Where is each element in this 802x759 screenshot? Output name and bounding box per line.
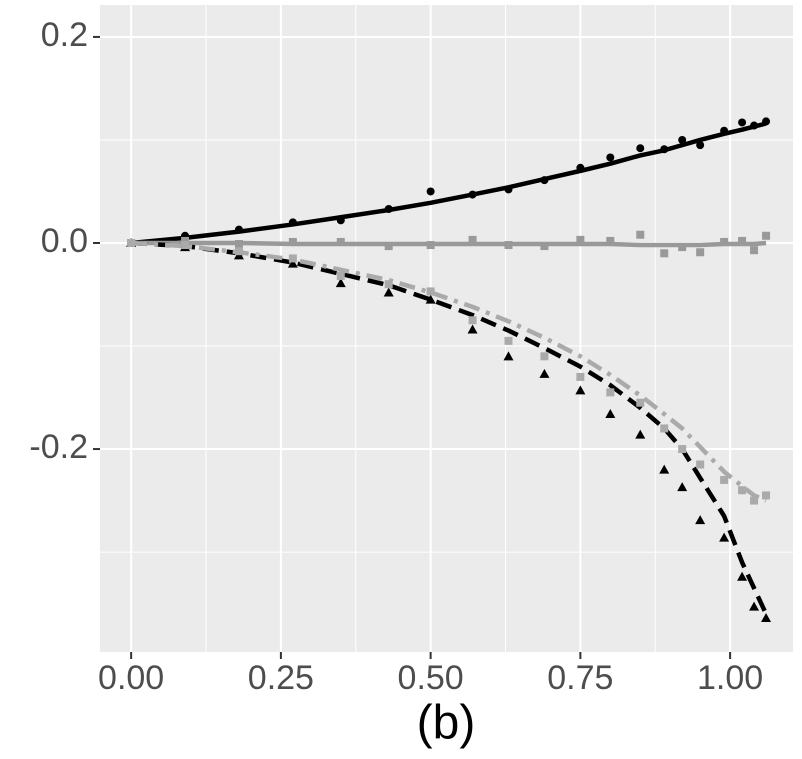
point [738,118,747,127]
point [384,204,393,213]
point [181,241,190,250]
point [720,475,729,484]
fit-line [131,240,767,503]
point [539,368,550,378]
point [504,185,513,194]
point [426,287,435,296]
point [660,249,669,258]
point [606,153,615,162]
point [605,409,616,419]
point [504,241,513,250]
point [738,236,747,245]
point [425,294,436,304]
point [660,145,669,154]
point [762,231,771,240]
point [635,429,646,439]
point [762,117,771,126]
point [384,280,393,289]
point [719,532,730,542]
point [575,385,586,395]
point [606,388,615,397]
x-tick-label: 0.50 [398,659,464,697]
point [636,230,645,239]
point [540,352,549,361]
point [695,515,706,525]
point [504,336,513,345]
point [383,287,394,297]
point [678,135,687,144]
x-tick-label: 0.25 [248,659,314,697]
x-tick-label: 0.00 [98,659,164,697]
point [696,248,705,257]
point [677,482,688,492]
fit-line [130,121,767,246]
point [576,372,585,381]
point [750,246,759,255]
point [750,496,759,505]
point [749,601,760,611]
point [468,235,477,244]
point [720,237,729,246]
y-tick-label: 0.2 [41,16,88,54]
point [576,163,585,172]
point [467,324,478,334]
point [636,398,645,407]
x-axis-label: (b) [417,697,476,750]
point [737,571,748,581]
y-tick-label: -0.2 [29,428,88,466]
point [288,218,297,227]
point [181,236,190,245]
fit-line [131,240,767,248]
point [127,238,136,247]
point [336,237,345,246]
point [426,241,435,250]
point [384,242,393,251]
point [678,243,687,252]
point [336,216,345,225]
point [720,126,729,135]
point [335,278,346,288]
point [659,464,670,474]
plot-panel [100,5,793,652]
y-tick-label: 0.0 [41,222,88,260]
point [287,258,298,268]
x-tick-label: 1.00 [697,659,763,697]
point [606,236,615,245]
point [761,613,772,623]
point [503,351,514,361]
point [696,141,705,150]
point [288,237,297,246]
point [288,254,297,263]
point [540,176,549,185]
point [468,316,477,325]
point [678,445,687,454]
point [738,486,747,495]
point [540,242,549,251]
point [576,235,585,244]
point [750,121,759,130]
point [762,491,771,500]
point [234,247,243,256]
point [636,144,645,153]
fit-line [131,240,769,615]
point [468,190,477,199]
point [234,225,243,234]
point [234,240,243,249]
point [426,187,435,196]
point [660,424,669,433]
x-tick-label: 0.75 [547,659,613,697]
point [336,271,345,280]
point [696,460,705,469]
